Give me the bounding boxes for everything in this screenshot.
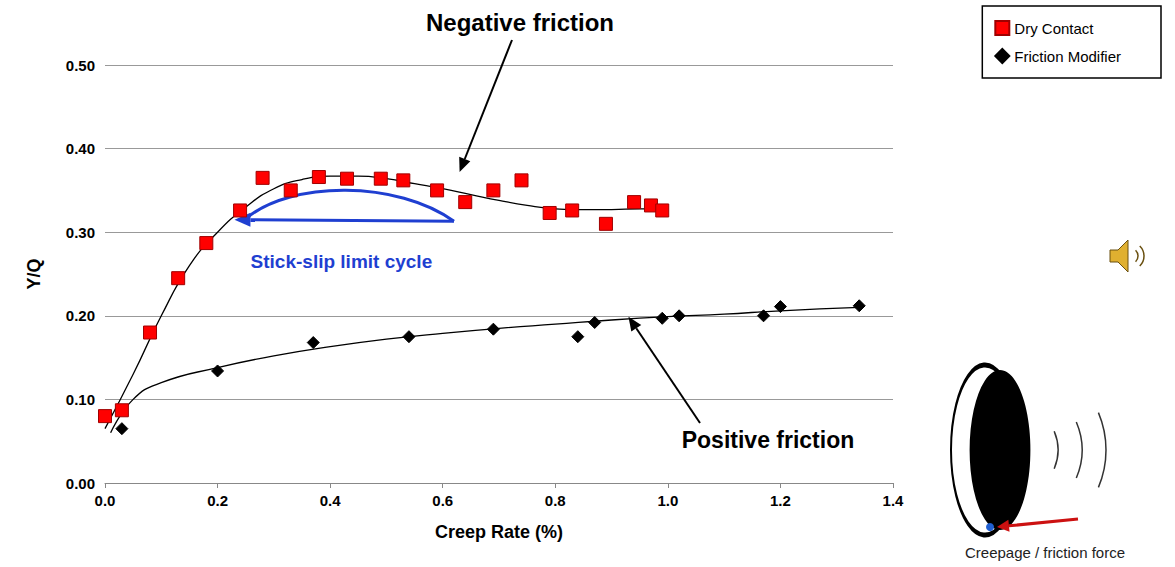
svg-text:0.20: 0.20 xyxy=(66,307,95,324)
svg-text:Stick-slip limit cycle: Stick-slip limit cycle xyxy=(251,251,433,272)
svg-text:0.30: 0.30 xyxy=(66,224,95,241)
svg-text:Negative friction: Negative friction xyxy=(426,9,614,36)
svg-text:0.00: 0.00 xyxy=(66,475,95,492)
svg-text:0.10: 0.10 xyxy=(66,391,95,408)
svg-text:1.2: 1.2 xyxy=(770,492,791,509)
svg-text:0.50: 0.50 xyxy=(66,57,95,74)
svg-text:0.8: 0.8 xyxy=(545,492,566,509)
svg-text:Dry Contact: Dry Contact xyxy=(1014,20,1094,37)
svg-text:Creepage / friction force: Creepage / friction force xyxy=(965,544,1125,561)
svg-text:0.6: 0.6 xyxy=(432,492,453,509)
svg-text:0.40: 0.40 xyxy=(66,140,95,157)
svg-text:1.4: 1.4 xyxy=(883,492,905,509)
svg-text:Friction Modifier: Friction Modifier xyxy=(1014,48,1121,65)
svg-text:0.2: 0.2 xyxy=(207,492,228,509)
svg-text:Creep Rate (%): Creep Rate (%) xyxy=(435,522,563,542)
svg-text:Positive friction: Positive friction xyxy=(682,427,855,453)
svg-text:Y/Q: Y/Q xyxy=(24,258,44,289)
svg-text:1.0: 1.0 xyxy=(657,492,678,509)
svg-text:0.0: 0.0 xyxy=(95,492,116,509)
svg-text:0.4: 0.4 xyxy=(320,492,342,509)
